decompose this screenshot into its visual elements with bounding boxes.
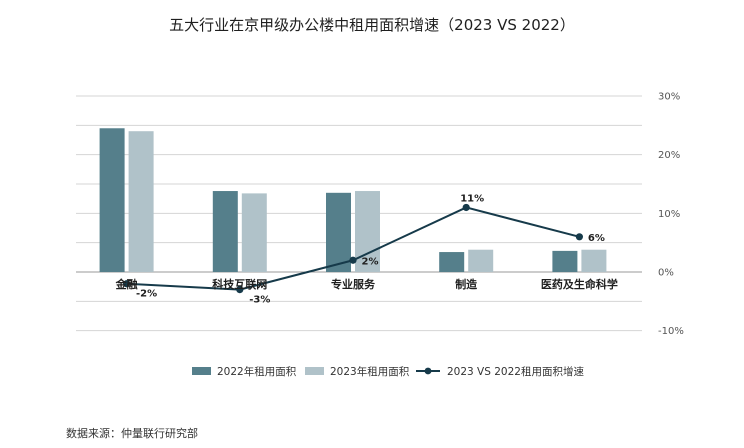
legend: 2022年租用面积 2023年租用面积 2023 VS 2022租用面积增速 [192, 365, 584, 378]
y2-tick-label: 10% [658, 209, 680, 220]
bar [212, 191, 238, 272]
legend-swatch [305, 367, 324, 375]
bar [99, 128, 125, 272]
legend-marker [424, 367, 432, 375]
growth-data-label: -2% [136, 289, 157, 300]
bar [128, 131, 154, 272]
category-label: 制造 [455, 277, 478, 291]
y2-tick-label: 20% [658, 150, 680, 161]
right-axis-ticks: 30% 20% 10% 0% -10% [658, 92, 684, 338]
category-labels: 金融 科技互联网 专业服务 制造 医药及生命科学 [115, 277, 618, 291]
growth-point [349, 256, 357, 264]
chart-title: 五大行业在京甲级办公楼中租用面积增速（2023 VS 2022） [169, 16, 575, 34]
legend-label: 2023年租用面积 [330, 365, 410, 378]
y2-tick-label: 30% [658, 92, 680, 103]
growth-data-label: 2% [362, 256, 379, 267]
growth-data-label: 6% [588, 233, 605, 244]
growth-point [236, 286, 244, 294]
growth-data-label: 11% [460, 193, 484, 204]
y2-tick-label: 0% [658, 268, 674, 279]
bar [468, 249, 494, 272]
growth-point [123, 280, 131, 288]
growth-data-label: -3% [249, 295, 270, 306]
category-label: 金融 [115, 277, 138, 291]
y2-tick-label: -10% [658, 326, 684, 337]
bar [326, 192, 351, 272]
category-label: 科技互联网 [212, 277, 267, 291]
bar [355, 191, 380, 272]
bar [552, 250, 578, 272]
source-note: 数据来源：仲量联行研究部 [66, 426, 198, 440]
bar [439, 252, 465, 272]
category-label: 专业服务 [331, 277, 376, 291]
bars [99, 128, 607, 272]
category-label: 医药及生命科学 [541, 277, 618, 291]
growth-line: -2% -3% 2% 11% 6% [123, 193, 605, 306]
growth-point [462, 203, 470, 212]
bar [581, 249, 607, 272]
bar [241, 193, 267, 272]
legend-label: 2023 VS 2022租用面积增速 [447, 365, 584, 378]
legend-label: 2022年租用面积 [217, 365, 297, 378]
growth-point [575, 233, 584, 241]
legend-swatch [192, 367, 211, 375]
